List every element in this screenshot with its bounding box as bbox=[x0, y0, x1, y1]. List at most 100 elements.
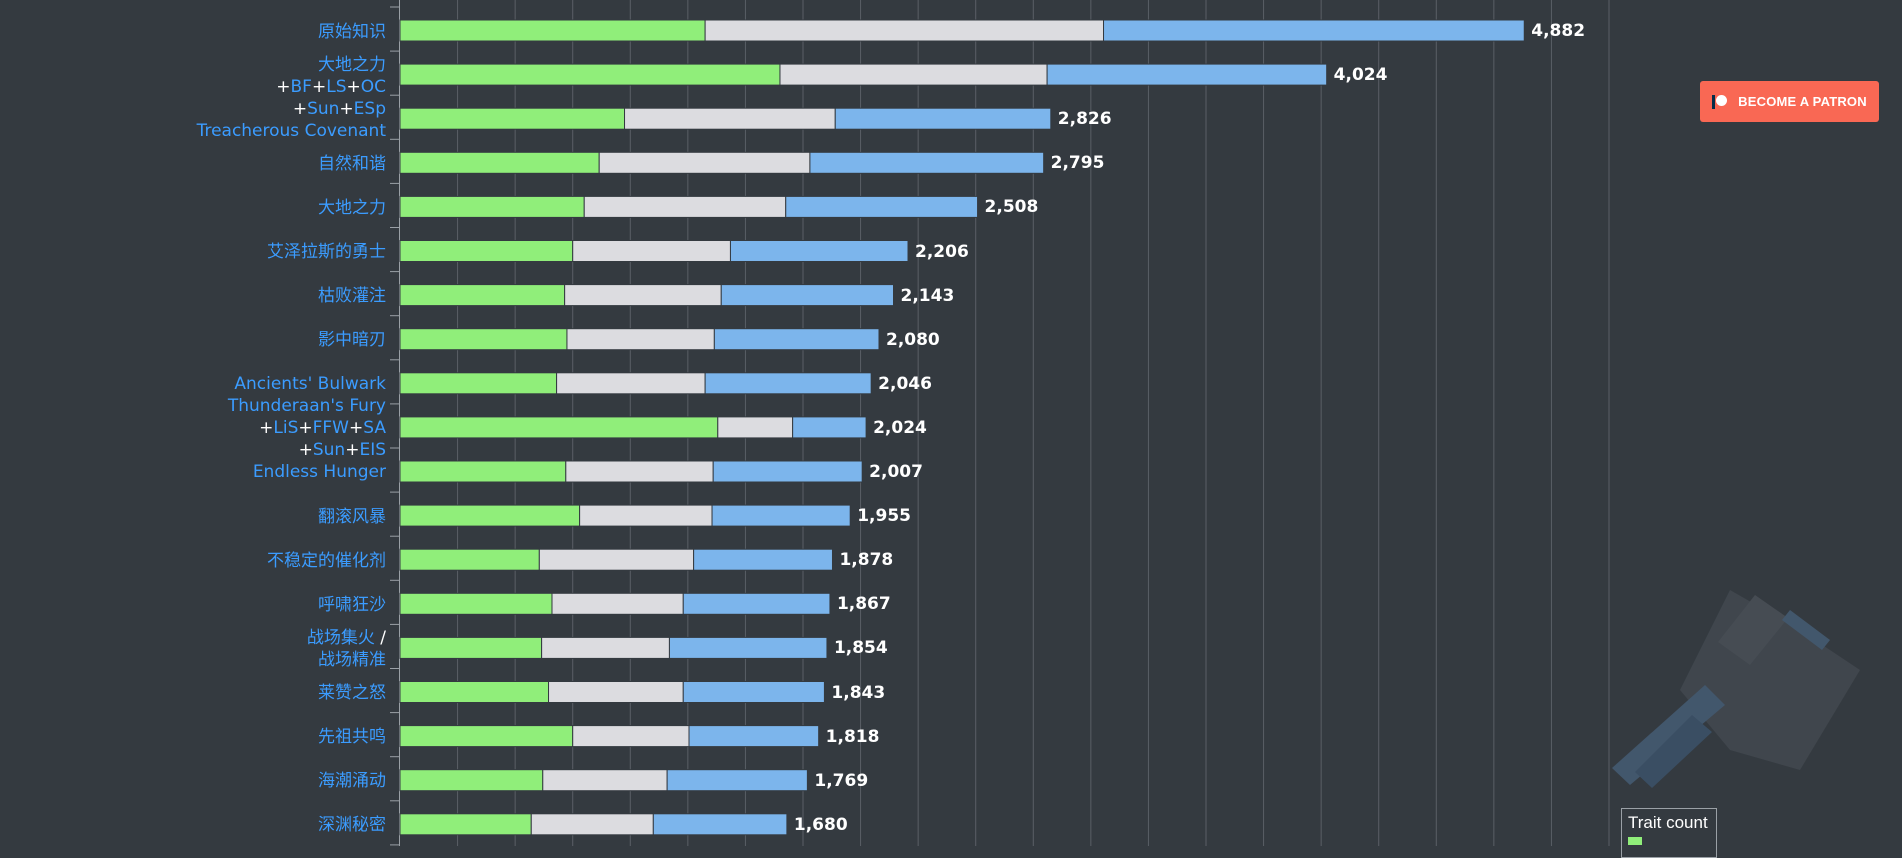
become-patron-label: BECOME A PATRON bbox=[1738, 94, 1867, 109]
bar-segment[interactable] bbox=[566, 328, 715, 351]
bar-segment[interactable] bbox=[779, 63, 1048, 86]
bar-segment[interactable] bbox=[711, 504, 851, 527]
bar-segment[interactable] bbox=[399, 372, 558, 395]
bar-segment[interactable] bbox=[399, 725, 574, 748]
bar-segment[interactable] bbox=[399, 681, 550, 703]
category-label-line: 战场集火 / bbox=[307, 627, 386, 649]
category-label: 莱赞之怒 bbox=[318, 682, 386, 704]
bar-segment[interactable] bbox=[579, 504, 713, 527]
category-label: 不稳定的催化剂 bbox=[267, 550, 386, 572]
bar-segment[interactable] bbox=[572, 240, 731, 262]
bar-segment[interactable] bbox=[717, 416, 794, 439]
bar-segment[interactable] bbox=[542, 769, 668, 792]
category-label-text: + bbox=[346, 76, 361, 97]
category-axis bbox=[390, 0, 400, 846]
chart-bars bbox=[399, 19, 1525, 836]
bar-segment[interactable] bbox=[652, 813, 788, 836]
category-label-line: 莱赞之怒 bbox=[318, 682, 386, 704]
bar-segment[interactable] bbox=[564, 284, 722, 307]
bar-value-label: 4,024 bbox=[1333, 65, 1388, 86]
bar-segment[interactable] bbox=[1046, 63, 1328, 86]
bar-segment[interactable] bbox=[712, 460, 863, 483]
bar-segment[interactable] bbox=[792, 416, 867, 439]
bar-segment[interactable] bbox=[688, 725, 820, 748]
bar-segment[interactable] bbox=[693, 548, 833, 571]
bar-segment[interactable] bbox=[399, 63, 781, 86]
category-label-text: Ancients' Bulwark bbox=[234, 374, 386, 395]
bar-segment[interactable] bbox=[399, 107, 626, 130]
bar-segment[interactable] bbox=[834, 107, 1052, 130]
bar-segment[interactable] bbox=[704, 372, 872, 395]
category-label-text: 先祖共鸣 bbox=[318, 727, 386, 748]
legend-swatch[interactable] bbox=[1628, 837, 1642, 845]
bar-segment[interactable] bbox=[399, 636, 543, 659]
bar-value-label: 2,046 bbox=[878, 373, 932, 394]
bar-segment[interactable] bbox=[809, 151, 1045, 174]
bar-value-label: 1,769 bbox=[814, 770, 869, 791]
bar-segment[interactable] bbox=[399, 769, 544, 792]
bar-value-label: 2,007 bbox=[869, 462, 923, 482]
bar-segment[interactable] bbox=[399, 240, 574, 262]
category-label-line: +Sun+ESp bbox=[197, 98, 386, 120]
category-label-text: + bbox=[311, 76, 327, 97]
category-label-line: +Sun+EIS bbox=[228, 439, 386, 461]
category-label: 呼啸狂沙 bbox=[318, 594, 386, 616]
bar-value-label: 2,206 bbox=[915, 241, 969, 262]
category-label-text: 战场集火 bbox=[306, 627, 375, 648]
category-label-line: Thunderaan's Fury bbox=[228, 395, 386, 417]
bar-segment[interactable] bbox=[399, 416, 719, 439]
category-label-text: + bbox=[298, 418, 313, 439]
bar-value-label: 1,843 bbox=[831, 682, 886, 703]
category-label-line: 海潮涌动 bbox=[318, 770, 386, 792]
become-patron-button[interactable]: BECOME A PATRON bbox=[1700, 81, 1879, 122]
bar-segment[interactable] bbox=[682, 681, 825, 703]
bar-segment[interactable] bbox=[538, 548, 695, 571]
bar-segment[interactable] bbox=[598, 151, 811, 174]
bar-segment[interactable] bbox=[399, 151, 600, 174]
bar-segment[interactable] bbox=[399, 504, 581, 527]
bar-segment[interactable] bbox=[399, 19, 706, 42]
category-label: 深渊秘密 bbox=[318, 814, 386, 836]
bar-segment[interactable] bbox=[541, 636, 670, 659]
bar-segment[interactable] bbox=[551, 592, 684, 615]
category-label-text: + bbox=[345, 440, 360, 461]
bar-segment[interactable] bbox=[1103, 19, 1525, 42]
bar-segment[interactable] bbox=[720, 284, 895, 307]
bar-segment[interactable] bbox=[399, 328, 568, 351]
bar-value-label: 1,818 bbox=[825, 726, 880, 747]
bar-segment[interactable] bbox=[666, 769, 808, 792]
bar-segment[interactable] bbox=[785, 195, 979, 218]
bar-value-label: 2,795 bbox=[1050, 153, 1105, 174]
category-label-text: + bbox=[339, 98, 354, 119]
category-label-text: BF bbox=[290, 76, 312, 97]
category-label-text: FFW bbox=[312, 418, 349, 439]
bar-value-label: 1,955 bbox=[857, 506, 911, 527]
bar-segment[interactable] bbox=[682, 592, 831, 615]
bar-segment[interactable] bbox=[556, 372, 706, 395]
category-label-line: 影中暗刃 bbox=[318, 329, 386, 351]
bar-segment[interactable] bbox=[572, 725, 690, 748]
bar-segment[interactable] bbox=[399, 592, 553, 615]
bar-segment[interactable] bbox=[704, 19, 1105, 42]
category-label-text: 大地之力 bbox=[318, 54, 386, 75]
bar-segment[interactable] bbox=[399, 548, 540, 571]
bar-segment[interactable] bbox=[399, 284, 566, 307]
bar-segment[interactable] bbox=[399, 460, 567, 483]
bar-segment[interactable] bbox=[668, 636, 828, 659]
category-label-text: LiS bbox=[273, 418, 299, 439]
bar-segment[interactable] bbox=[624, 107, 836, 130]
category-label-line: 呼啸狂沙 bbox=[318, 594, 386, 616]
bar-value-label: 1,878 bbox=[839, 550, 894, 571]
bar-segment[interactable] bbox=[399, 195, 585, 218]
category-label-text: / bbox=[374, 627, 386, 648]
bar-segment[interactable] bbox=[399, 813, 532, 836]
category-label-text: 枯败灌注 bbox=[318, 286, 386, 307]
bar-segment[interactable] bbox=[548, 681, 684, 703]
category-label-text: Treacherous Covenant bbox=[196, 120, 386, 141]
bar-segment[interactable] bbox=[583, 195, 787, 218]
bar-segment[interactable] bbox=[565, 460, 714, 483]
bar-segment[interactable] bbox=[729, 240, 909, 262]
bar-segment[interactable] bbox=[530, 813, 654, 836]
bar-segment[interactable] bbox=[713, 328, 880, 351]
bar-value-label: 2,143 bbox=[900, 285, 955, 306]
